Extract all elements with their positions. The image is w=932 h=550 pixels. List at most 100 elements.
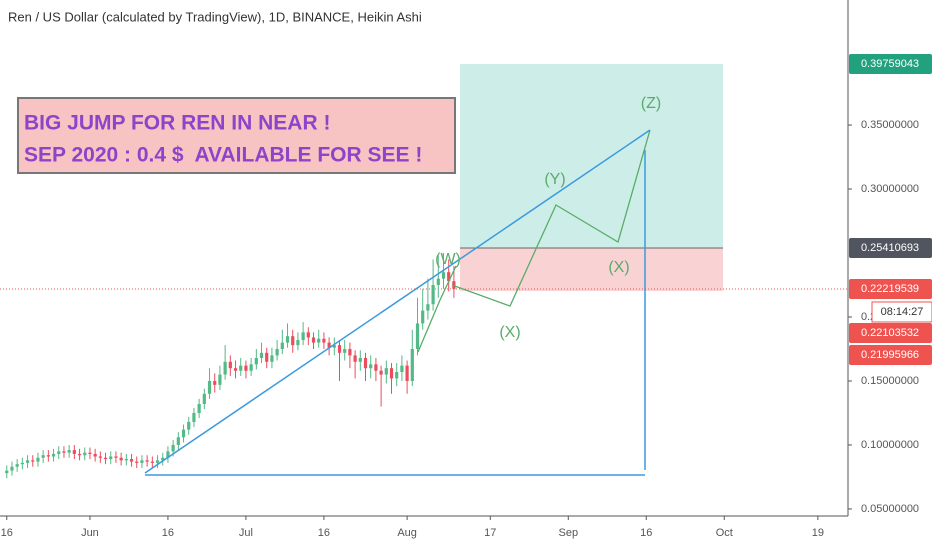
candle-body — [57, 451, 61, 454]
candle-body — [202, 393, 206, 405]
price-badge-label: 0.39759043 — [861, 58, 919, 70]
candle-body — [20, 462, 24, 465]
candle-body — [249, 364, 253, 371]
candle-body — [301, 332, 305, 341]
wave-label: (W) — [435, 251, 461, 268]
candle-body — [31, 460, 35, 462]
candle-body — [317, 338, 321, 343]
candle-body — [421, 310, 425, 324]
candle-body — [384, 368, 388, 375]
candle-body — [103, 457, 108, 460]
candle-body — [88, 452, 92, 454]
x-tick-label: Sep — [558, 527, 578, 539]
candle-body — [171, 444, 175, 452]
x-tick-label: 16 — [162, 527, 174, 539]
candle-body — [161, 457, 165, 461]
price-badge-label: 0.25410693 — [861, 242, 919, 254]
candle-body — [129, 459, 134, 462]
candle-body — [447, 272, 451, 282]
candle-body — [83, 452, 87, 456]
y-tick-label: 0.30000000 — [861, 183, 919, 195]
price-badge-label: 0.21995966 — [861, 349, 919, 361]
candle-body — [327, 342, 331, 348]
candle-body — [400, 365, 404, 373]
price-badge-label: 0.22219539 — [861, 283, 919, 295]
candle-body — [306, 332, 310, 338]
x-tick-label: 19 — [812, 527, 824, 539]
y-tick-label: 0.05000000 — [861, 503, 919, 515]
candle-body — [67, 450, 71, 453]
candle-body — [176, 437, 180, 445]
wave-label: (Z) — [641, 95, 661, 112]
candle-body — [389, 368, 394, 379]
wave-label: (X) — [608, 259, 629, 276]
candle-body — [379, 370, 383, 375]
y-tick-label: 0.35000000 — [861, 119, 919, 131]
price-badge — [849, 238, 932, 258]
candle-body — [213, 380, 217, 385]
candle-body — [155, 460, 160, 463]
x-tick-label: 16 — [1, 527, 13, 539]
candle-body — [259, 352, 264, 358]
stop-zone — [460, 248, 723, 291]
x-tick-label: 16 — [640, 527, 652, 539]
candle-body — [218, 374, 222, 385]
candle-body — [405, 365, 409, 381]
candle-body — [46, 455, 50, 457]
candle-body — [244, 365, 248, 371]
candle-body — [343, 348, 347, 353]
candle-body — [145, 460, 149, 462]
candle-body — [181, 429, 186, 438]
candle-body — [441, 272, 446, 279]
candle-body — [98, 456, 102, 458]
callout-text: BIG JUMP FOR REN IN NEAR ! — [24, 112, 330, 135]
price-badge-label: 0.22103532 — [861, 327, 919, 339]
candle-body — [5, 470, 9, 474]
triangle-drawing — [144, 129, 651, 476]
candle-body — [150, 461, 154, 463]
price-badge — [849, 323, 932, 343]
triangle-hypotenuse — [144, 129, 651, 474]
candle-body — [25, 460, 30, 463]
wave-w — [417, 265, 457, 353]
candle-body — [72, 450, 76, 454]
candle-body — [285, 336, 290, 343]
x-tick-label: Jun — [81, 527, 99, 539]
candle-body — [166, 451, 170, 458]
candle-body — [363, 357, 368, 369]
price-badge — [849, 54, 932, 74]
candle-body — [62, 451, 66, 453]
target-zone — [460, 64, 723, 248]
candle-body — [192, 412, 196, 422]
candle-body — [395, 372, 399, 379]
x-tick-label: Oct — [716, 527, 733, 539]
countdown-badge — [871, 301, 932, 323]
candle-body — [239, 365, 243, 371]
candle-body — [415, 323, 420, 349]
candle-body — [353, 355, 357, 362]
candle-body — [348, 348, 352, 356]
countdown-label: 08:14:27 — [881, 306, 924, 318]
candle-body — [280, 342, 284, 349]
y-tick-label: 0.15000000 — [861, 375, 919, 387]
chart-title: Ren / US Dollar (calculated by TradingVi… — [8, 9, 422, 24]
candle-body — [197, 404, 201, 413]
candle-body — [207, 380, 212, 394]
candle-body — [265, 352, 269, 362]
candle-body — [114, 456, 118, 458]
candle-body — [270, 355, 274, 362]
callout-text: SEP 2020 : 0.4 $ AVAILABLE FOR SEE ! — [24, 144, 422, 167]
candle-body — [135, 461, 139, 463]
candle-body — [431, 285, 435, 305]
candle-body — [410, 348, 414, 381]
candle-body — [291, 336, 295, 346]
x-tick-label: Aug — [397, 527, 417, 539]
candle-body — [332, 345, 336, 348]
candle-body — [296, 340, 300, 346]
candle-body — [426, 304, 430, 311]
candle-body — [124, 459, 128, 461]
candle-body — [223, 361, 227, 375]
candle-body — [140, 460, 144, 463]
x-tick-label: 16 — [318, 527, 330, 539]
candle-body — [109, 456, 113, 460]
